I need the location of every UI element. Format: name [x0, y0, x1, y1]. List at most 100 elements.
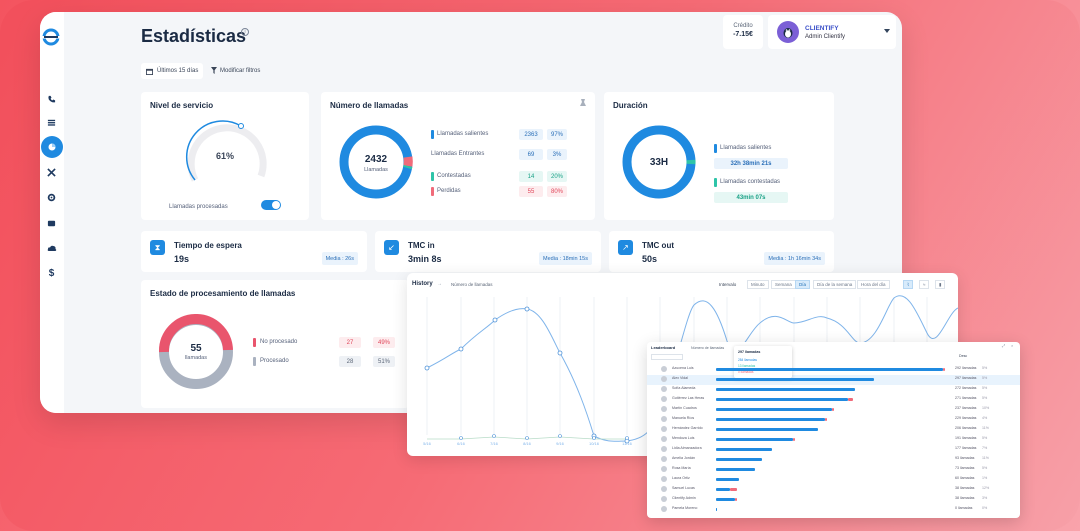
leaderboard-row[interactable]: Lidia Almanzadora 177 llamadas 7% — [660, 445, 1003, 454]
statistics-icon[interactable] — [41, 136, 63, 158]
leaderboard-row-value: 0 llamadas — [955, 506, 973, 510]
history-point-low — [625, 436, 629, 440]
leaderboard-row-value: 271 llamadas — [955, 396, 977, 400]
leaderboard-row-pct: 5% — [982, 386, 988, 390]
leaderboard-row[interactable]: Laura Ortiz 60 llamadas 1% — [660, 475, 1003, 484]
leaderboard-row-value: 38 llamadas — [955, 496, 975, 500]
leaderboard-row[interactable]: Clientify Admin 38 llamadas 3% — [660, 495, 1003, 504]
duration-row-value: 43min 07s — [714, 192, 788, 203]
leaderboard-bar — [716, 428, 818, 431]
leaderboard-row[interactable]: Gutiérrez Las Heras 271 llamadas 5% — [660, 395, 1003, 404]
leaderboard-row[interactable]: Rosa María 73 llamadas 5% — [660, 465, 1003, 474]
smooth-line-toggle[interactable]: ≈ — [919, 280, 930, 289]
processed-calls-toggle[interactable] — [261, 200, 281, 210]
leaderboard-row-name: Lidia Almanzadora — [672, 446, 702, 450]
leaderboard-row-value: 297 llamadas — [955, 376, 977, 380]
leaderboard-row-name: Laura Ortiz — [672, 476, 690, 480]
message-icon[interactable] — [45, 217, 58, 230]
tools-icon[interactable] — [45, 166, 58, 179]
cloud-icon[interactable] — [45, 242, 58, 255]
app-window: $ Estadísticas i Crédito -7.15€ CLIENTIF… — [40, 12, 902, 413]
expand-icon[interactable]: ⤢ — [1002, 343, 1006, 348]
info-icon[interactable]: i — [241, 28, 249, 36]
bar-chart-toggle[interactable]: ▮ — [935, 280, 946, 289]
leaderboard-row[interactable]: Alex Vidal 297 llamadas 5% — [660, 375, 1003, 384]
processed-calls-toggle-label: Llamadas procesadas — [169, 204, 228, 210]
legend-mark — [714, 144, 717, 153]
history-metric-select[interactable]: Número de llamadas — [451, 282, 493, 287]
close-icon[interactable]: × — [1011, 343, 1014, 348]
leaderboard-row-name: Clientify Admin — [672, 496, 696, 500]
tool-icon[interactable] — [579, 98, 587, 107]
credit-box: Crédito -7.15€ — [723, 15, 763, 49]
processing-status-unit: llamadas — [184, 355, 207, 361]
history-point — [492, 317, 498, 323]
service-level-gauge — [185, 120, 267, 182]
tmc-in-average: Media : 18min 15s — [539, 252, 592, 265]
calendar-icon — [146, 68, 153, 75]
leaderboard-bar-missed — [832, 408, 834, 411]
wait-time-value: 19s — [174, 254, 190, 264]
avatar — [661, 386, 667, 392]
call-count-row-label: Llamadas Entrantes — [431, 151, 485, 157]
service-level-card: Nivel de servicio 61% Llamadas procesada… — [141, 92, 309, 220]
interval-tab[interactable]: Minuto — [747, 280, 769, 289]
leaderboard-row-name: Manuela Ríos — [672, 416, 695, 420]
list-icon[interactable] — [45, 116, 58, 129]
date-filter[interactable]: Últimos 15 días — [141, 63, 204, 79]
leaderboard-title: Leaderboard — [651, 345, 676, 350]
leaderboard-row[interactable]: Sofía Alameda 272 llamadas 5% — [660, 385, 1003, 394]
leaderboard-row-value: 38 llamadas — [955, 486, 975, 490]
dollar-icon[interactable]: $ — [48, 268, 55, 279]
duration-value: 33H — [649, 157, 669, 168]
leaderboard-row[interactable]: Amelia Jordán 93 llamadas 11% — [660, 455, 1003, 464]
leaderboard-bar — [716, 438, 793, 441]
leaderboard-row-pct: 5% — [982, 466, 988, 470]
credit-value: -7.15€ — [733, 31, 753, 38]
processing-row-count: 27 — [339, 337, 361, 348]
leaderboard-row-name: Pamela Moreno — [672, 506, 698, 510]
tmc-out-average: Media : 1h 16min 34s — [764, 252, 825, 265]
leaderboard-row-pct: 4% — [982, 416, 988, 420]
phone-icon[interactable] — [45, 93, 58, 106]
modify-filters-button[interactable]: Modificar filtros — [211, 67, 260, 74]
arrow-out-icon: ↗ — [618, 240, 633, 255]
leaderboard-row[interactable]: Manuela Ríos 229 llamadas 4% — [660, 415, 1003, 424]
gear-icon[interactable] — [45, 191, 58, 204]
chevron-down-icon[interactable] — [884, 29, 890, 33]
leaderboard-sort-select[interactable]: Desc — [959, 354, 968, 358]
history-point — [557, 350, 563, 356]
leaderboard-metric-select[interactable]: Número de llamadas — [691, 346, 725, 350]
leaderboard-row[interactable]: Azucena Luis 292 llamadas 5% — [660, 365, 1003, 374]
clientify-logo-icon[interactable] — [40, 26, 62, 48]
leaderboard-bar — [716, 418, 825, 421]
leaderboard-row-value: 292 llamadas — [955, 366, 977, 370]
avatar — [661, 406, 667, 412]
tooltip-line-2: 13 llamadas — [738, 364, 756, 368]
leaderboard-row-name: Alex Vidal — [672, 376, 688, 380]
x-tick-label: 5/16 — [423, 441, 432, 446]
interval-tab[interactable]: Hora del día — [857, 280, 890, 289]
leaderboard-bar — [716, 478, 739, 481]
processing-row-pct: 49% — [373, 337, 395, 348]
leaderboard-row-name: Samuel Lucas — [672, 486, 695, 490]
tooltip-line-1: 284 llamadas — [738, 358, 757, 362]
leaderboard-row[interactable]: Martín Cuadros 237 llamadas 10% — [660, 405, 1003, 414]
leaderboard-search-input[interactable] — [651, 354, 683, 360]
leaderboard-row[interactable]: Mendoza Luis 191 llamadas 5% — [660, 435, 1003, 444]
interval-tab[interactable]: Día de la semana — [813, 280, 857, 289]
leaderboard-row-name: Sofía Alameda — [672, 386, 696, 390]
line-chart-toggle[interactable]: ⌇ — [903, 280, 914, 289]
interval-tab[interactable]: Semana — [771, 280, 796, 289]
avatar — [661, 446, 667, 452]
leaderboard-row-pct: 12% — [982, 486, 990, 490]
user-menu[interactable]: CLIENTIFY Admin Clientify — [768, 15, 896, 49]
leaderboard-bar — [716, 458, 762, 461]
leaderboard-row[interactable]: Hernández Garrido 206 llamadas 11% — [660, 425, 1003, 434]
call-count-row-pct: 20% — [547, 171, 567, 182]
page-title: Estadísticas — [141, 26, 247, 46]
leaderboard-bar-missed — [735, 498, 737, 501]
leaderboard-row[interactable]: Pamela Moreno 0 llamadas 0% — [660, 505, 1003, 514]
interval-tab[interactable]: Día — [795, 280, 811, 289]
leaderboard-row[interactable]: Samuel Lucas 38 llamadas 12% — [660, 485, 1003, 494]
